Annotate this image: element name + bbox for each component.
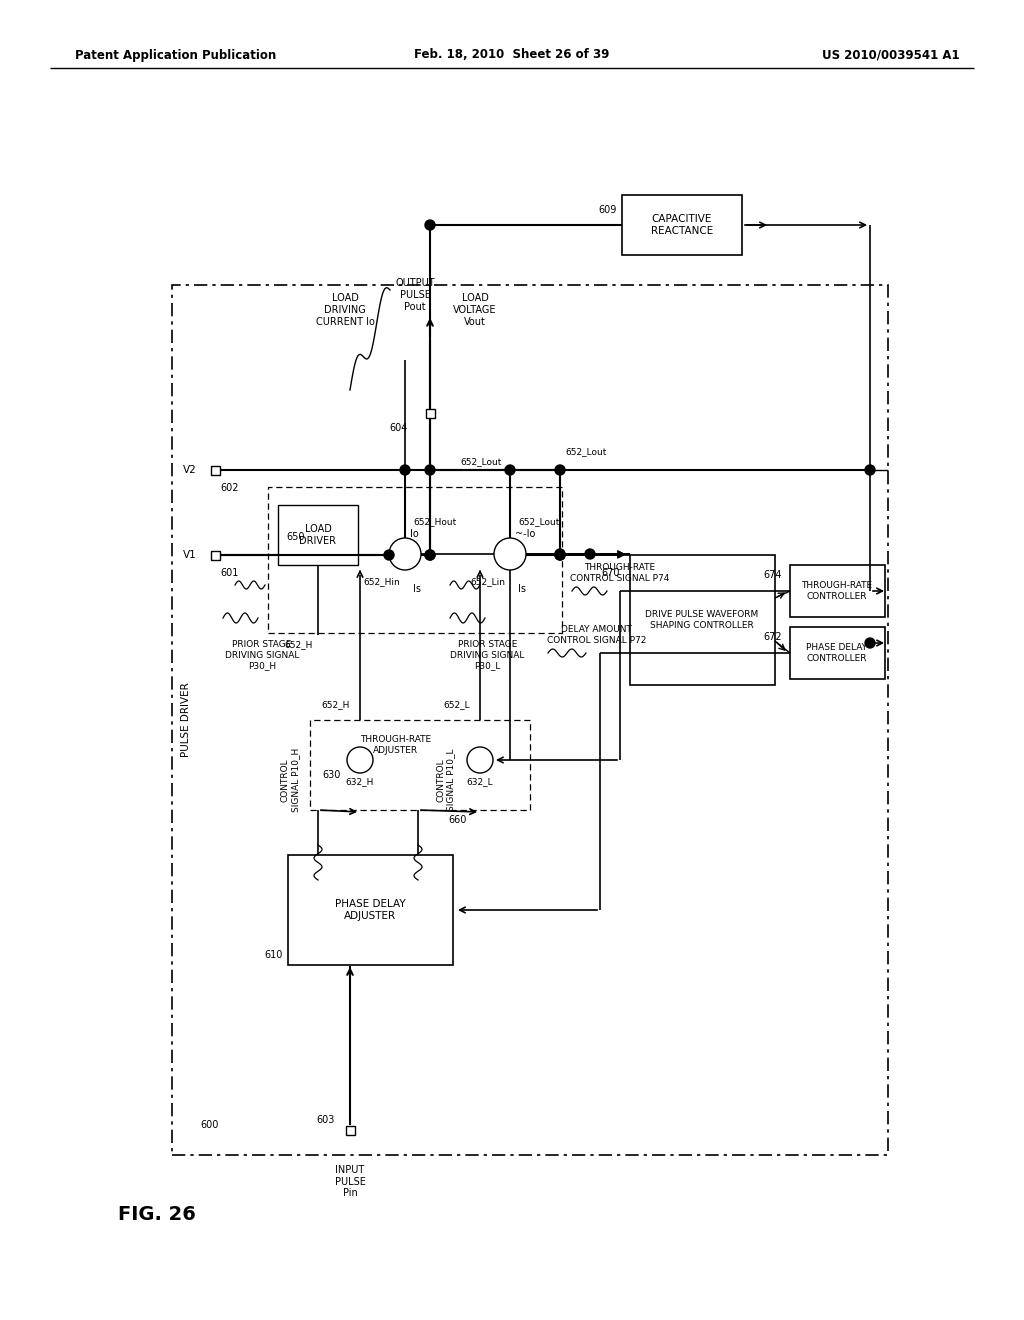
Text: DELAY AMOUNT
CONTROL SIGNAL P72: DELAY AMOUNT CONTROL SIGNAL P72 xyxy=(547,626,646,644)
Text: PHASE DELAY
ADJUSTER: PHASE DELAY ADJUSTER xyxy=(335,899,406,921)
Text: 652_Hin: 652_Hin xyxy=(364,578,400,586)
Text: ~-Io: ~-Io xyxy=(515,529,536,539)
Text: LOAD
DRIVING
CURRENT Io: LOAD DRIVING CURRENT Io xyxy=(315,293,375,326)
Text: 604: 604 xyxy=(389,422,408,433)
Text: 630: 630 xyxy=(322,770,340,780)
Circle shape xyxy=(347,747,373,774)
Circle shape xyxy=(384,550,394,560)
Bar xyxy=(426,408,434,417)
Text: 601: 601 xyxy=(220,568,239,578)
Bar xyxy=(790,627,885,678)
Text: PRIOR STAGE
DRIVING SIGNAL
P30_H: PRIOR STAGE DRIVING SIGNAL P30_H xyxy=(225,640,299,671)
Text: CONTROL
SIGNAL P10_L: CONTROL SIGNAL P10_L xyxy=(436,748,456,812)
Text: 652_H: 652_H xyxy=(285,640,313,649)
Text: LOAD
VOLTAGE
Vout: LOAD VOLTAGE Vout xyxy=(454,293,497,326)
Circle shape xyxy=(585,549,595,558)
Bar xyxy=(790,565,885,616)
Text: 652_Hout: 652_Hout xyxy=(413,517,457,527)
Text: 672: 672 xyxy=(763,632,782,642)
Text: 652_Lout: 652_Lout xyxy=(460,458,502,466)
Text: Io: Io xyxy=(410,529,419,539)
Text: V2: V2 xyxy=(183,465,197,475)
Text: THROUGH-RATE
ADJUSTER: THROUGH-RATE ADJUSTER xyxy=(360,735,431,755)
Text: 602: 602 xyxy=(220,483,239,492)
Text: 632_L: 632_L xyxy=(467,777,494,787)
Text: CAPACITIVE
REACTANCE: CAPACITIVE REACTANCE xyxy=(651,214,713,236)
Text: PHASE DELAY
CONTROLLER: PHASE DELAY CONTROLLER xyxy=(807,643,867,663)
Circle shape xyxy=(555,550,565,560)
Text: PULSE DRIVER: PULSE DRIVER xyxy=(181,682,191,758)
Bar xyxy=(630,554,775,685)
Circle shape xyxy=(425,550,435,560)
Circle shape xyxy=(389,539,421,570)
Bar xyxy=(288,855,453,965)
Text: 600: 600 xyxy=(200,1119,218,1130)
Circle shape xyxy=(494,539,526,570)
Bar xyxy=(172,285,888,1155)
Text: Patent Application Publication: Patent Application Publication xyxy=(75,49,276,62)
Bar xyxy=(211,550,219,560)
Bar xyxy=(622,195,742,255)
Text: 603: 603 xyxy=(316,1115,335,1125)
Text: THROUGH-RATE
CONTROL SIGNAL P74: THROUGH-RATE CONTROL SIGNAL P74 xyxy=(570,564,670,582)
Circle shape xyxy=(425,550,435,560)
Text: CONTROL
SIGNAL P10_H: CONTROL SIGNAL P10_H xyxy=(281,748,300,812)
Circle shape xyxy=(555,465,565,475)
Text: 652_H: 652_H xyxy=(322,701,350,710)
Bar xyxy=(268,487,562,634)
Circle shape xyxy=(505,465,515,475)
Circle shape xyxy=(865,465,874,475)
Text: 670: 670 xyxy=(601,568,620,578)
Text: FIG. 26: FIG. 26 xyxy=(118,1205,196,1225)
Text: 610: 610 xyxy=(264,950,283,960)
Circle shape xyxy=(400,465,410,475)
Text: Is: Is xyxy=(518,583,526,594)
Bar xyxy=(211,466,219,474)
Text: THROUGH-RATE
CONTROLLER: THROUGH-RATE CONTROLLER xyxy=(802,581,872,601)
Text: 632_H: 632_H xyxy=(346,777,374,787)
Text: 652_L: 652_L xyxy=(443,701,470,710)
Text: 660: 660 xyxy=(449,814,466,825)
Text: Is: Is xyxy=(413,583,421,594)
Text: 674: 674 xyxy=(764,570,782,579)
Bar xyxy=(310,719,530,810)
Text: 652_Lout: 652_Lout xyxy=(518,517,559,527)
Bar xyxy=(345,1126,354,1134)
Text: DRIVE PULSE WAVEFORM
SHAPING CONTROLLER: DRIVE PULSE WAVEFORM SHAPING CONTROLLER xyxy=(645,610,759,630)
Text: US 2010/0039541 A1: US 2010/0039541 A1 xyxy=(822,49,961,62)
Circle shape xyxy=(467,747,493,774)
Text: 652_Lin: 652_Lin xyxy=(470,578,505,586)
Circle shape xyxy=(555,550,565,560)
Text: PRIOR STAGE
DRIVING SIGNAL
P30_L: PRIOR STAGE DRIVING SIGNAL P30_L xyxy=(450,640,524,671)
Text: 609: 609 xyxy=(599,205,617,215)
Circle shape xyxy=(425,465,435,475)
Text: INPUT
PULSE
Pin: INPUT PULSE Pin xyxy=(335,1166,366,1199)
Text: LOAD
DRIVER: LOAD DRIVER xyxy=(299,524,337,545)
Text: 652_Lout: 652_Lout xyxy=(565,447,606,457)
Circle shape xyxy=(865,638,874,648)
Text: OUTPUT
PULSE
Pout: OUTPUT PULSE Pout xyxy=(395,279,435,312)
Text: V1: V1 xyxy=(183,550,197,560)
Text: 650: 650 xyxy=(286,532,304,543)
Bar xyxy=(278,506,358,565)
Circle shape xyxy=(555,549,565,558)
Circle shape xyxy=(425,220,435,230)
Text: Feb. 18, 2010  Sheet 26 of 39: Feb. 18, 2010 Sheet 26 of 39 xyxy=(415,49,609,62)
